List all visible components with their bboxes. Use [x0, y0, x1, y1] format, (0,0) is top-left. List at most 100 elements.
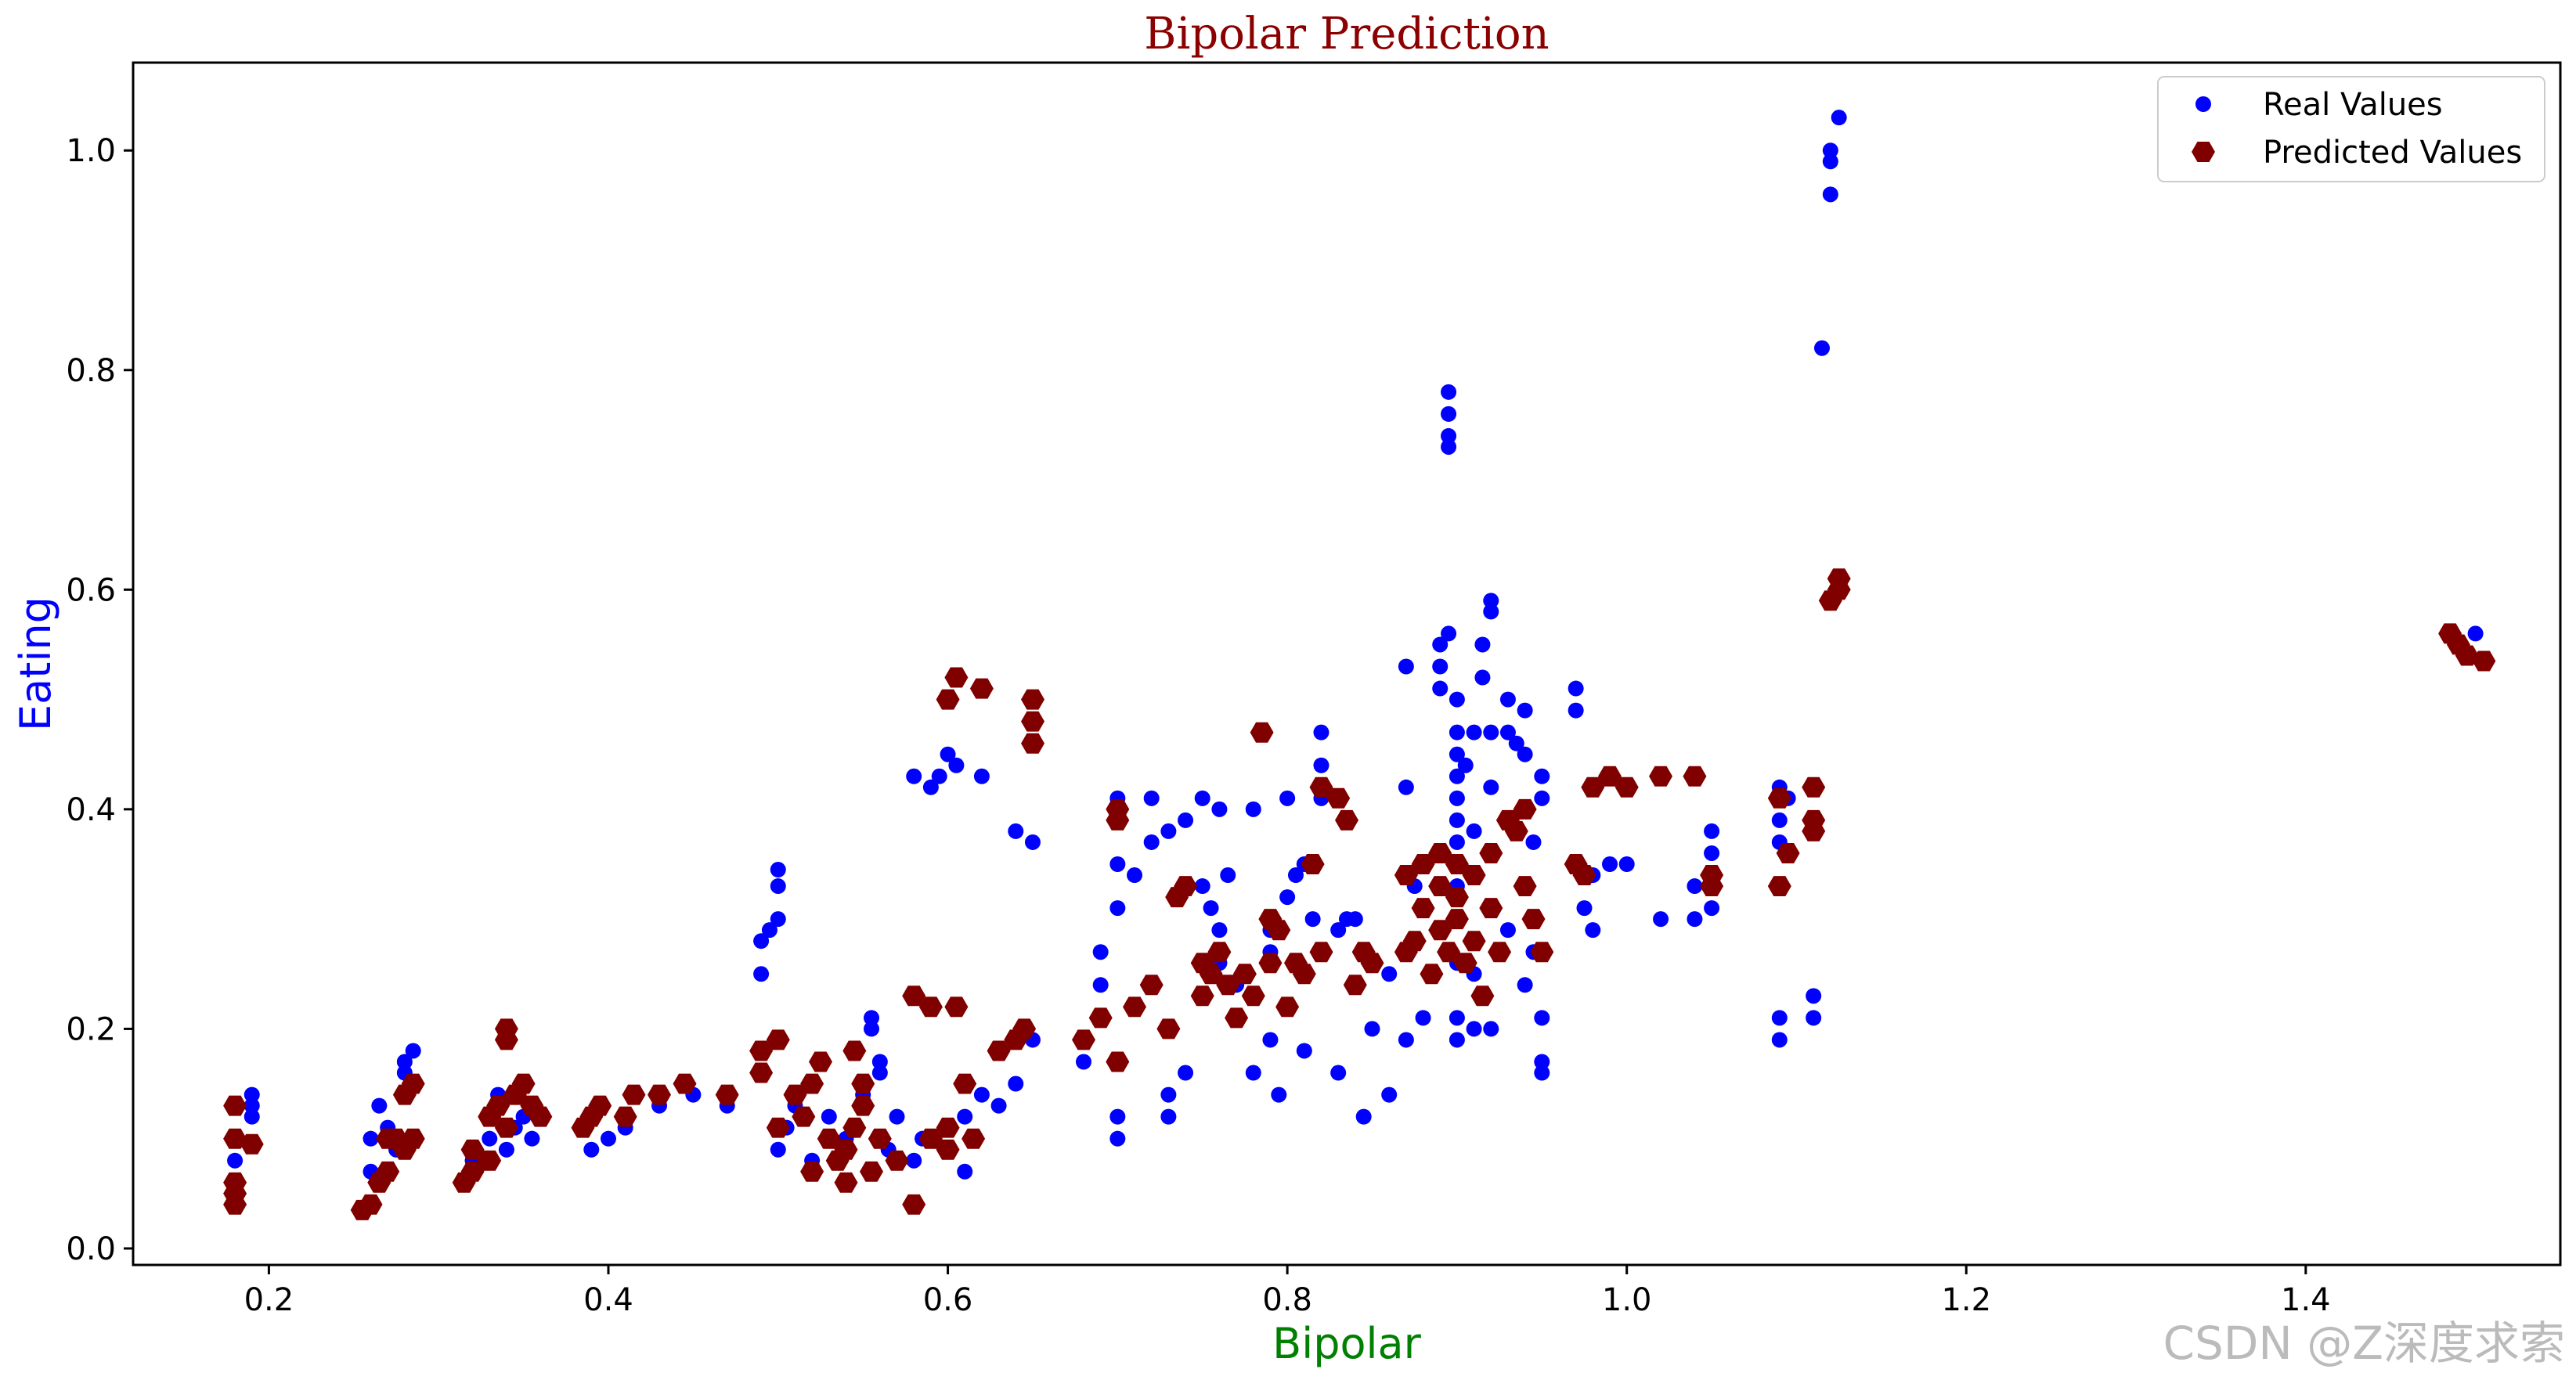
- real-value-point: [1398, 1032, 1414, 1048]
- predicted-value-point: [936, 1139, 960, 1160]
- real-value-point: [1330, 1065, 1347, 1081]
- predicted-value-point: [1190, 985, 1214, 1007]
- x-tick-label: 1.2: [1941, 1282, 1991, 1318]
- predicted-value-point: [1479, 898, 1503, 919]
- real-value-point: [770, 878, 786, 895]
- real-value-point: [1415, 1010, 1431, 1026]
- predicted-value-point: [842, 1040, 867, 1061]
- x-tick-label: 0.6: [923, 1282, 973, 1318]
- predicted-value-point: [494, 1117, 518, 1138]
- legend-real-marker: [2195, 96, 2211, 112]
- predicted-value-point: [902, 1194, 926, 1215]
- real-value-point: [871, 1054, 888, 1070]
- predicted-value-point: [953, 1073, 977, 1094]
- predicted-value-point: [1513, 876, 1537, 896]
- real-value-point: [1771, 1010, 1788, 1026]
- real-value-point: [931, 768, 947, 784]
- real-value-point: [889, 1108, 905, 1125]
- predicted-value-point: [460, 1161, 485, 1182]
- predicted-value-point: [944, 667, 969, 688]
- predicted-value-point: [1776, 843, 1800, 863]
- predicted-value-point: [1530, 942, 1554, 963]
- real-value-point: [1474, 669, 1491, 686]
- x-tick-label: 0.4: [583, 1282, 633, 1318]
- predicted-value-point: [834, 1139, 858, 1160]
- predicted-value-point: [1428, 843, 1452, 863]
- predicted-value-point: [1513, 798, 1537, 820]
- y-tick-label: 0.2: [66, 1011, 116, 1047]
- predicted-value-point: [588, 1095, 612, 1116]
- predicted-value-point: [1767, 787, 1791, 809]
- x-tick-label: 0.8: [1262, 1282, 1312, 1318]
- predicted-value-point: [1394, 865, 1418, 885]
- predicted-value-point: [1411, 854, 1435, 874]
- real-value-point: [1771, 1032, 1788, 1048]
- real-value-point: [244, 1086, 260, 1103]
- predicted-value-point: [766, 1029, 790, 1050]
- predicted-value-point: [1802, 776, 1826, 798]
- real-value-point: [244, 1097, 260, 1114]
- real-value-point: [1127, 867, 1143, 884]
- predicted-value-point: [401, 1128, 425, 1149]
- predicted-value-point: [1106, 798, 1130, 820]
- real-value-point: [1499, 724, 1516, 740]
- real-value-point: [1449, 724, 1465, 740]
- real-value-point: [363, 1130, 379, 1147]
- real-value-point: [1279, 889, 1296, 906]
- predicted-value-point: [1156, 1018, 1181, 1040]
- real-value-point: [1109, 1108, 1126, 1125]
- predicted-value-point: [1232, 964, 1257, 985]
- predicted-value-point: [1827, 568, 1851, 589]
- predicted-value-point: [1309, 942, 1333, 963]
- predicted-value-point: [1301, 854, 1325, 874]
- real-value-point: [1483, 593, 1499, 609]
- real-value-point: [821, 1108, 837, 1125]
- predicted-value-point: [1072, 1029, 1095, 1050]
- predicted-value-point: [851, 1095, 875, 1116]
- real-value-point: [1517, 702, 1533, 719]
- real-value-point: [1160, 823, 1177, 839]
- real-value-point: [1704, 845, 1720, 861]
- predicted-value-point: [1139, 975, 1164, 996]
- real-value-point: [1704, 900, 1720, 917]
- real-value-point: [1576, 900, 1593, 917]
- predicted-value-point: [622, 1084, 646, 1105]
- real-value-point: [864, 1021, 880, 1037]
- y-tick-label: 1.0: [66, 133, 116, 169]
- real-value-point: [1449, 746, 1465, 762]
- real-value-point: [1449, 1010, 1465, 1026]
- real-value-point: [1585, 922, 1601, 939]
- real-value-point: [1449, 691, 1465, 708]
- y-axis-ticks: 0.0 0.2 0.4 0.6 0.8 1.0: [66, 133, 133, 1267]
- predicted-value-point: [1462, 931, 1486, 952]
- predicted-value-point: [809, 1051, 832, 1072]
- real-value-point: [1143, 834, 1160, 850]
- predicted-value-point: [1428, 920, 1452, 941]
- predicted-value-point: [851, 1073, 875, 1094]
- real-value-point: [396, 1054, 413, 1070]
- plot-frame: [132, 61, 2562, 1267]
- real-value-point: [227, 1152, 244, 1169]
- real-value-point: [1092, 977, 1109, 993]
- predicted-value-point: [842, 1117, 867, 1138]
- real-value-point: [1441, 438, 1457, 455]
- predicted-value-point: [1106, 1051, 1130, 1072]
- real-value-point: [1008, 1076, 1024, 1092]
- real-value-point: [524, 1130, 540, 1147]
- real-value-point: [948, 757, 965, 773]
- y-tick-label: 0.0: [66, 1231, 116, 1267]
- predicted-value-point: [944, 996, 969, 1018]
- real-value-point: [1771, 812, 1788, 828]
- predicted-value-point: [1207, 942, 1232, 963]
- real-value-point: [1687, 911, 1703, 928]
- real-value-point: [1347, 911, 1363, 928]
- legend-predicted-label: Predicted Values: [2263, 135, 2522, 171]
- predicted-value-point: [1445, 854, 1469, 874]
- real-value-point: [1483, 604, 1499, 620]
- legend-predicted-marker: [2192, 142, 2215, 162]
- predicted-value-point: [1174, 876, 1198, 896]
- real-value-point: [1449, 1032, 1465, 1048]
- real-value-point: [1441, 384, 1457, 400]
- real-value-point: [1245, 801, 1261, 817]
- real-value-point: [600, 1130, 616, 1147]
